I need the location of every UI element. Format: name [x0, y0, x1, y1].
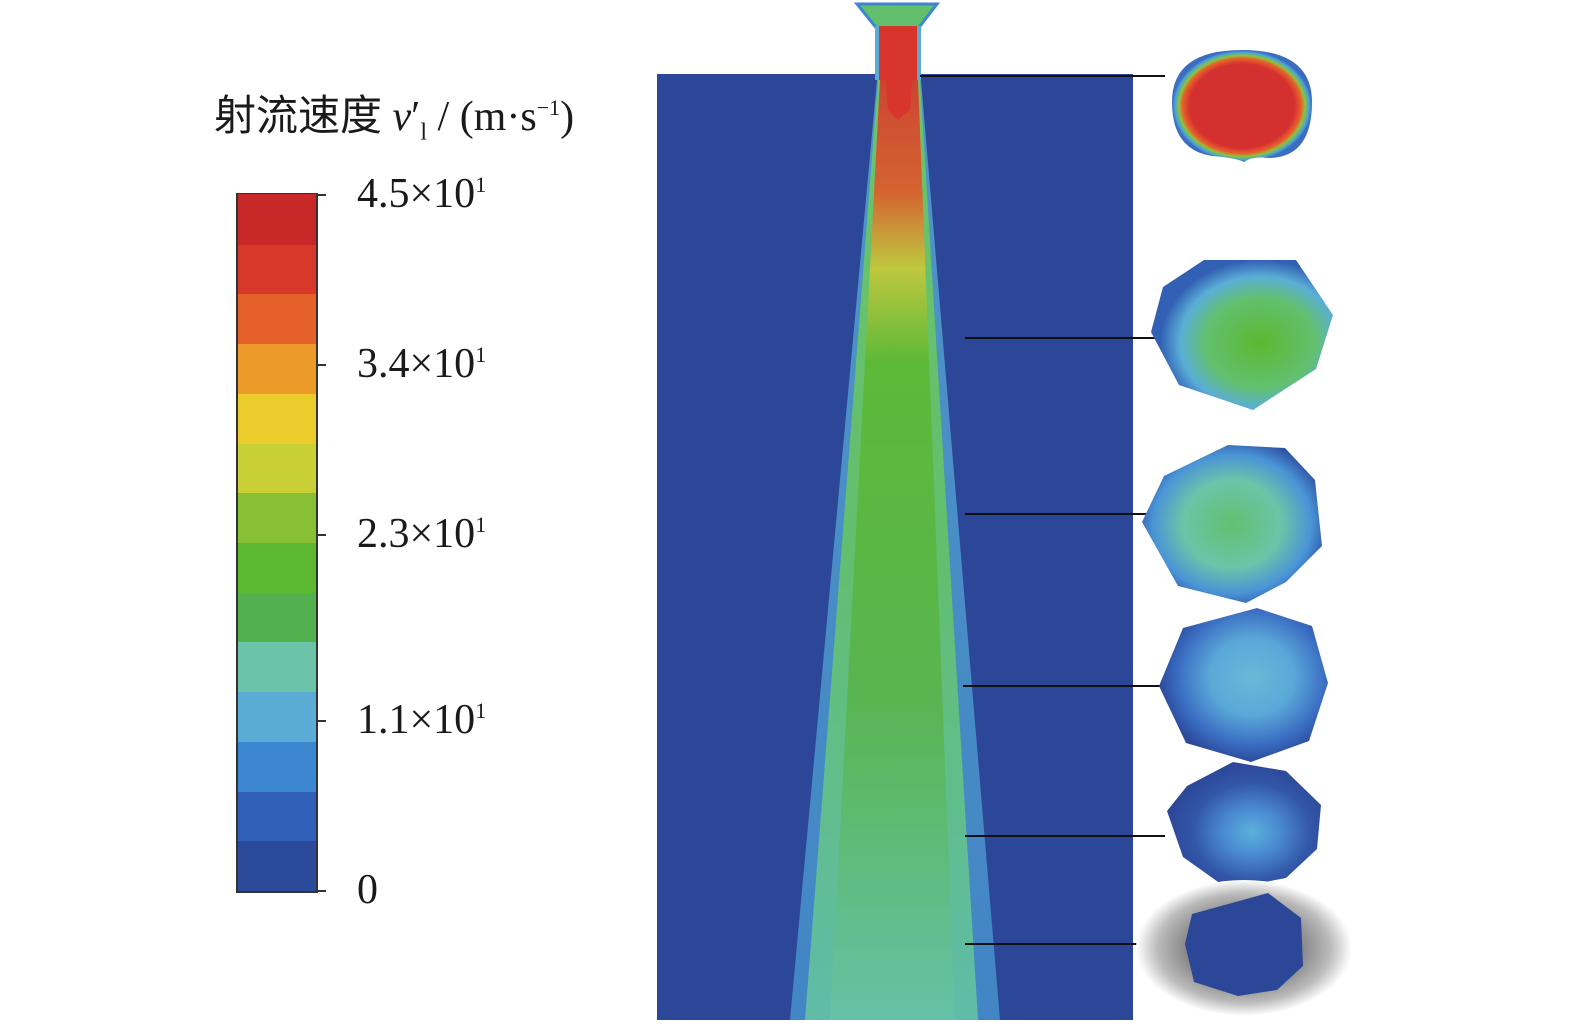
title-unit: / (m·s: [427, 94, 537, 140]
colorbar-band: [238, 690, 316, 742]
cross-section-3: [1142, 445, 1322, 603]
title-unit-close: ): [560, 94, 575, 140]
cross-section-6: [1185, 893, 1303, 996]
nozzle-wall-right: [917, 26, 921, 80]
colorbar-tick-mark: [318, 890, 326, 892]
title-variable: v: [392, 94, 412, 140]
title-unit-exponent: −1: [536, 95, 561, 120]
title-subscript: l: [420, 119, 428, 146]
colorbar-bands: [238, 193, 316, 891]
colorbar-band: [238, 243, 316, 295]
colorbar-band: [238, 641, 316, 693]
colorbar-band: [238, 491, 316, 543]
colorbar-band: [238, 193, 316, 245]
colorbar-tick-label: 0: [357, 867, 378, 913]
jet-core-layer: [830, 80, 955, 1020]
colorbar-tick-label: 3.4×101: [357, 341, 487, 388]
title-prime: ′: [411, 94, 421, 140]
colorbar-tick-mark: [318, 194, 326, 196]
cross-section-4: [1159, 608, 1328, 762]
colorbar-band: [238, 790, 316, 842]
colorbar-tick-label: 2.3×101: [357, 511, 487, 558]
colorbar-band: [238, 342, 316, 394]
colorbar-band: [238, 541, 316, 593]
colorbar-band: [238, 392, 316, 444]
colorbar-tick-mark: [318, 719, 326, 722]
colorbar-tick-label: 1.1×101: [357, 696, 487, 743]
nozzle-bore: [878, 26, 918, 80]
colorbar-band: [238, 839, 316, 891]
legend-title: 射流速度 v′l / (m·s−1): [214, 96, 574, 144]
colorbar: [236, 193, 318, 893]
colorbar-band: [238, 442, 316, 494]
colorbar-band: [238, 591, 316, 643]
colorbar-tick-mark: [318, 534, 326, 537]
colorbar-tick-label: 4.5×101: [357, 171, 487, 217]
cross-section-2: [1151, 260, 1333, 410]
title-text: 射流速度: [214, 94, 393, 140]
nozzle-wall-left: [875, 26, 879, 80]
colorbar-band: [238, 293, 316, 345]
cross-section-1: [1172, 50, 1312, 162]
colorbar-tick-mark: [318, 364, 326, 367]
cross-section-5: [1167, 762, 1321, 889]
colorbar-band: [238, 740, 316, 792]
